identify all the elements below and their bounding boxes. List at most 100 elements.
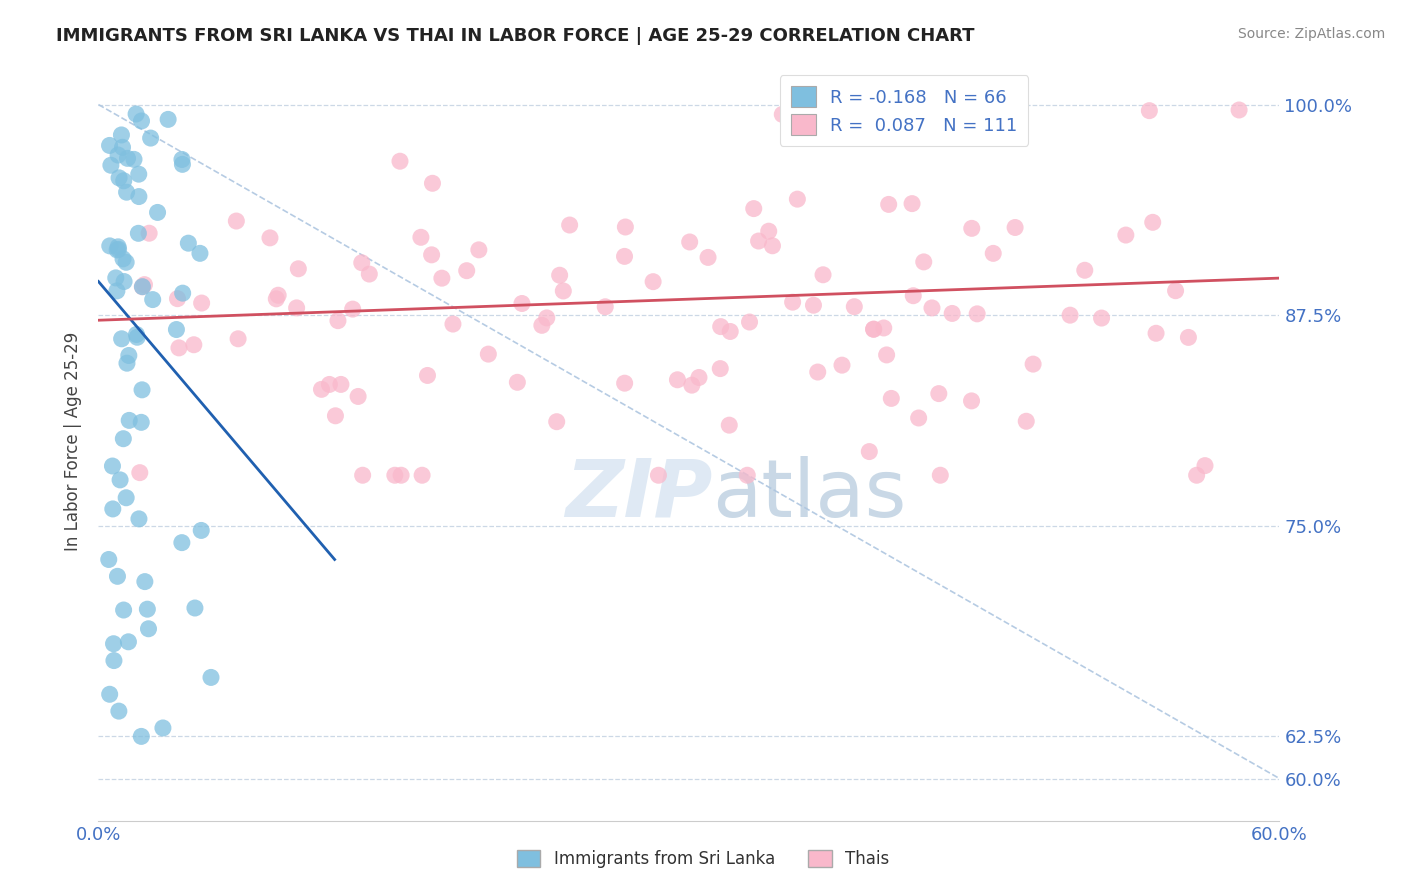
Point [172, 286, 194, 301]
Point [131, 730, 153, 744]
Point [142, 293, 165, 307]
Point [613, 376, 636, 391]
Point [170, 535, 193, 549]
Point [510, 296, 533, 310]
Point [389, 468, 412, 483]
Point [285, 301, 308, 315]
Point [170, 153, 193, 167]
Point [831, 358, 853, 372]
Point [127, 330, 149, 344]
Point [748, 234, 770, 248]
Text: IMMIGRANTS FROM SRI LANKA VS THAI IN LABOR FORCE | AGE 25-29 CORRELATION CHART: IMMIGRANTS FROM SRI LANKA VS THAI IN LAB… [56, 27, 974, 45]
Point [101, 458, 124, 473]
Legend: Immigrants from Sri Lanka, Thais: Immigrants from Sri Lanka, Thais [510, 843, 896, 875]
Point [342, 302, 364, 317]
Point [468, 243, 491, 257]
Point [614, 219, 637, 234]
Point [430, 271, 453, 285]
Point [104, 271, 127, 285]
Point [803, 298, 825, 312]
Point [127, 227, 149, 241]
Point [1137, 103, 1160, 118]
Point [1115, 228, 1137, 243]
Point [928, 386, 950, 401]
Point [862, 322, 884, 336]
Point [134, 277, 156, 292]
Point [131, 279, 153, 293]
Point [901, 196, 924, 211]
Point [97, 552, 120, 566]
Point [738, 315, 761, 329]
Point [647, 468, 669, 483]
Point [112, 252, 135, 266]
Point [1059, 308, 1081, 322]
Point [107, 243, 129, 257]
Point [770, 107, 793, 121]
Point [152, 721, 174, 735]
Point [226, 332, 249, 346]
Point [136, 602, 159, 616]
Point [593, 300, 616, 314]
Point [259, 231, 281, 245]
Point [122, 153, 145, 167]
Point [128, 466, 150, 480]
Point [411, 468, 433, 483]
Point [688, 370, 710, 384]
Point [98, 138, 121, 153]
Point [117, 635, 139, 649]
Point [1142, 215, 1164, 229]
Point [679, 235, 702, 249]
Point [110, 128, 132, 142]
Point [125, 107, 148, 121]
Point [112, 432, 135, 446]
Point [118, 349, 141, 363]
Point [929, 468, 952, 483]
Point [267, 288, 290, 302]
Point [329, 377, 352, 392]
Point [709, 361, 731, 376]
Point [416, 368, 439, 383]
Point [125, 327, 148, 342]
Point [1144, 326, 1167, 341]
Point [167, 341, 190, 355]
Point [786, 192, 808, 206]
Point [897, 103, 920, 117]
Point [188, 246, 211, 260]
Point [117, 152, 139, 166]
Point [536, 310, 558, 325]
Point [858, 444, 880, 458]
Point [177, 236, 200, 251]
Point [129, 415, 152, 429]
Text: Source: ZipAtlas.com: Source: ZipAtlas.com [1237, 27, 1385, 41]
Point [100, 158, 122, 172]
Point [103, 654, 125, 668]
Point [128, 167, 150, 181]
Point [681, 378, 703, 392]
Point [157, 112, 180, 127]
Point [105, 284, 128, 298]
Point [172, 157, 194, 171]
Point [165, 322, 187, 336]
Point [960, 393, 983, 408]
Point [112, 275, 135, 289]
Point [742, 202, 765, 216]
Point [103, 637, 125, 651]
Point [1015, 414, 1038, 428]
Point [350, 256, 373, 270]
Point [352, 468, 374, 483]
Point [115, 185, 138, 199]
Point [325, 409, 347, 423]
Point [666, 373, 689, 387]
Point [287, 261, 309, 276]
Y-axis label: In Labor Force | Age 25-29: In Labor Force | Age 25-29 [65, 332, 83, 551]
Point [862, 322, 884, 336]
Point [266, 292, 288, 306]
Point [548, 268, 571, 283]
Point [860, 111, 883, 125]
Point [409, 230, 432, 244]
Point [506, 376, 529, 390]
Point [131, 114, 153, 128]
Point [128, 512, 150, 526]
Point [107, 148, 129, 162]
Point [1022, 357, 1045, 371]
